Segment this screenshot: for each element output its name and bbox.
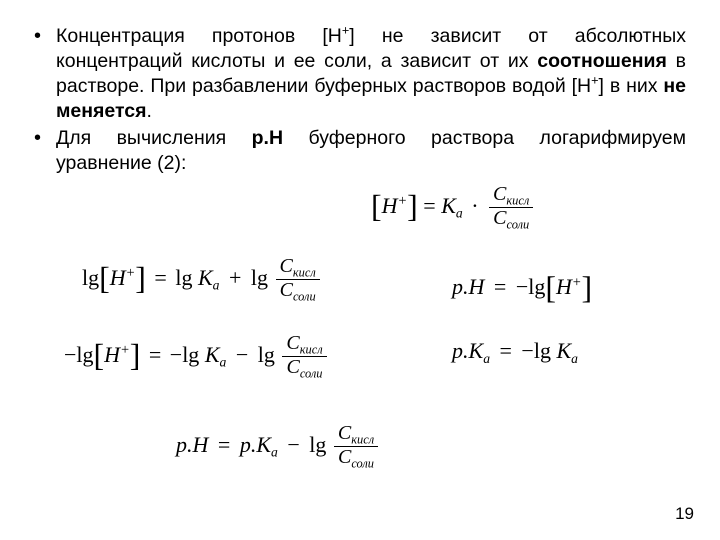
eq-pka-def: p.Ka = −lg Ka [452, 338, 578, 367]
eq-hplus-ka: [H+] = Ka · Cкисл Cсоли [371, 184, 535, 232]
bullet-2: Для вычисления р.Н буферного раствора ло… [34, 126, 686, 176]
b1-sup2: + [591, 73, 598, 87]
b2-bold: р.Н [252, 127, 283, 149]
equations-area: [H+] = Ka · Cкисл Cсоли lg[H+] = lg Ka +… [34, 178, 686, 498]
b1-mid3: ] в них [599, 75, 664, 97]
eq-neg-lg-hplus: −lg[H+] = −lg Ka − lg Cкисл Cсоли [64, 333, 329, 381]
eq-ph-final: p.H = p.Ka − lg Cкисл Cсоли [176, 423, 380, 471]
eq-lg-hplus: lg[H+] = lg Ka + lg Cкисл Cсоли [82, 256, 322, 304]
bullet-1: Концентрация протонов [H+] не зависит от… [34, 24, 686, 124]
b1-bold1: соотношения [537, 50, 667, 72]
page-number: 19 [675, 504, 694, 524]
b1-pre: Концентрация протонов [H [56, 25, 342, 47]
b2-pre: Для вычисления [56, 127, 252, 149]
eq-ph-def: p.H = −lg[H+] [452, 270, 592, 306]
b1-end: . [147, 100, 152, 122]
